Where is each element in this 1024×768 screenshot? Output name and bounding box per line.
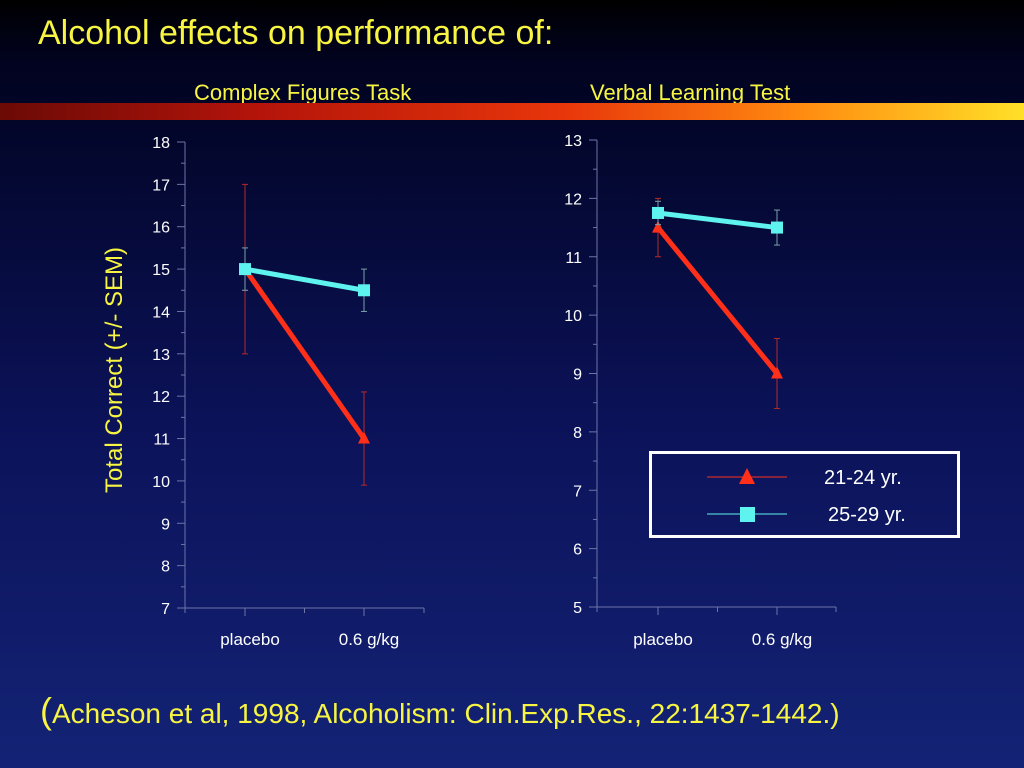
chart1-point-square: [358, 284, 370, 297]
chart1-y-tick-label: 14: [152, 304, 170, 321]
decorative-gradient-bar: [0, 103, 1024, 120]
chart1-y-tick-label: 12: [152, 389, 170, 406]
subtitle-verbal-learning: Verbal Learning Test: [590, 80, 791, 105]
chart1-y-tick-label: 17: [152, 177, 170, 194]
chart1-y-tick-label: 7: [161, 601, 170, 618]
legend-label-21-24: 21-24 yr.: [824, 467, 902, 489]
chart2-series-line-21-24: [655, 225, 780, 376]
chart1-y-tick-label: 8: [161, 559, 170, 576]
chart2-point-triangle: [652, 220, 664, 233]
chart1-series-line-25-29: [242, 266, 367, 293]
chart2-x-category-label: 0.6 g/kg: [752, 630, 813, 649]
chart1-y-tick-label: 18: [152, 135, 170, 152]
legend: 21-24 yr. 25-29 yr.: [649, 451, 960, 538]
chart1-y-tick-label: 10: [152, 474, 170, 491]
chart2-y-tick-label: 12: [564, 191, 582, 208]
chart2-series-line-25-29: [655, 210, 780, 231]
chart2-point-triangle: [771, 366, 783, 379]
citation-text: Acheson et al, 1998, Alcoholism: Clin.Ex…: [52, 698, 840, 729]
citation-open-paren: (: [40, 690, 52, 731]
chart1-point-square: [239, 263, 251, 276]
chart2-point-square: [652, 206, 664, 219]
citation: (Acheson et al, 1998, Alcoholism: Clin.E…: [40, 690, 840, 732]
slide-title: Alcohol effects on performance of:: [38, 14, 554, 52]
chart2-y-tick-label: 11: [565, 250, 582, 267]
chart1-y-tick-label: 13: [152, 347, 170, 364]
chart1-series-line-21-24: [242, 266, 367, 442]
legend-square-icon: [740, 507, 755, 522]
legend-triangle-icon: [739, 468, 755, 484]
chart2-point-square: [771, 221, 783, 234]
chart1-point-triangle: [358, 431, 370, 444]
chart1-x-category-label: placebo: [220, 630, 280, 649]
chart1-y-tick-label: 11: [153, 432, 170, 449]
chart2-y-tick-label: 10: [564, 308, 582, 325]
legend-markers: [707, 468, 787, 522]
subtitle-complex-figures: Complex Figures Task: [194, 80, 412, 105]
chart2-y-tick-label: 5: [573, 600, 582, 617]
chart2-y-tick-label: 8: [573, 425, 582, 442]
chart1-y-tick-label: 9: [161, 516, 170, 533]
chart1-y-tick-label: 15: [152, 262, 170, 279]
chart2-y-tick-label: 7: [573, 483, 582, 500]
chart2-y-tick-label: 9: [573, 367, 582, 384]
legend-label-25-29: 25-29 yr.: [828, 504, 906, 526]
chart1-y-tick-label: 16: [152, 220, 170, 237]
chart2-y-tick-label: 6: [573, 542, 582, 559]
chart2-x-category-label: placebo: [633, 630, 693, 649]
chart2-y-tick-label: 13: [564, 133, 582, 150]
chart1-x-category-label: 0.6 g/kg: [339, 630, 400, 649]
